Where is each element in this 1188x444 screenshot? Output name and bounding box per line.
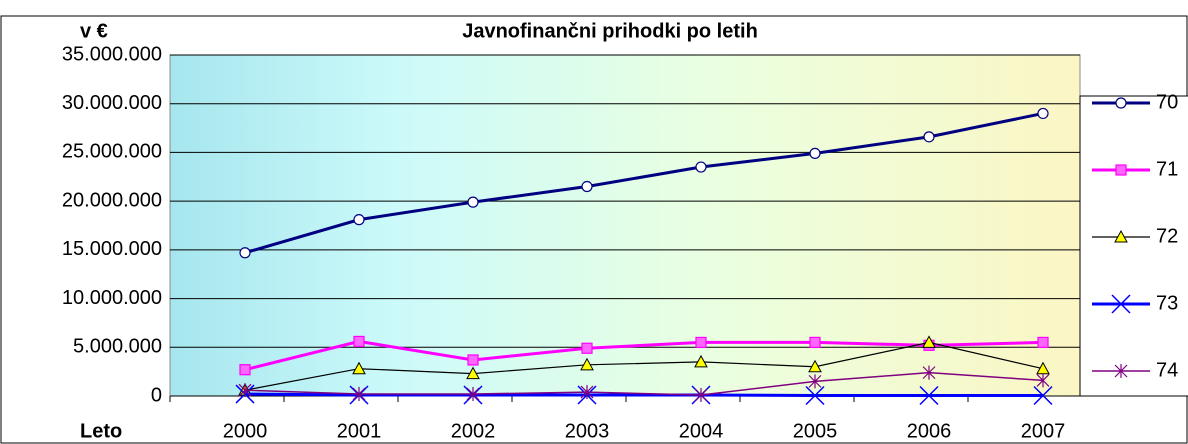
legend-label: 73 <box>1156 292 1178 314</box>
y-tick-label: 10.000.000 <box>62 287 162 309</box>
y-tick-label: 30.000.000 <box>62 92 162 114</box>
marker <box>1115 164 1127 176</box>
x-tick-label: 2002 <box>451 420 496 442</box>
marker <box>239 364 251 376</box>
x-axis-label: Leto <box>80 420 122 442</box>
marker <box>352 361 366 375</box>
x-tick-label: 2004 <box>679 420 724 442</box>
marker <box>1114 364 1128 378</box>
marker <box>580 385 594 400</box>
y-tick-label: 0 <box>151 384 162 406</box>
marker <box>1115 97 1127 109</box>
marker <box>808 359 822 373</box>
legend-label: 71 <box>1156 158 1178 180</box>
x-tick-label: 2006 <box>907 420 952 442</box>
marker <box>352 387 366 402</box>
x-tick-label: 2005 <box>793 420 838 442</box>
marker <box>1114 229 1128 243</box>
y-axis-label: v € <box>80 20 108 42</box>
chart-title: Javnofinančni prihodki po letih <box>462 20 758 42</box>
marker <box>694 354 708 368</box>
series-line <box>244 392 1043 398</box>
marker <box>581 342 593 354</box>
marker <box>1111 294 1131 314</box>
marker <box>695 336 707 349</box>
marker <box>923 131 935 143</box>
marker <box>467 354 479 366</box>
marker <box>466 387 480 402</box>
y-tick-label: 35.000.000 <box>62 43 162 65</box>
marker <box>919 385 939 406</box>
legend-label: 72 <box>1156 225 1178 247</box>
y-tick-label: 5.000.000 <box>73 336 162 358</box>
x-tick-label: 2000 <box>223 420 268 442</box>
y-tick-label: 15.000.000 <box>62 238 162 260</box>
marker <box>695 161 707 173</box>
marker <box>805 385 825 406</box>
x-tick-label: 2001 <box>337 420 382 442</box>
series-line <box>244 341 1044 391</box>
marker <box>922 365 936 380</box>
y-tick-label: 25.000.000 <box>62 141 162 163</box>
series-line <box>244 339 1044 372</box>
marker <box>809 336 821 349</box>
series-line <box>244 371 1044 396</box>
x-tick-label: 2003 <box>565 420 610 442</box>
marker <box>238 383 252 398</box>
marker <box>239 247 251 259</box>
marker <box>694 388 708 403</box>
x-tick-label: 2007 <box>1021 420 1066 442</box>
legend-label: 74 <box>1156 359 1178 381</box>
marker <box>809 147 821 160</box>
marker <box>466 366 480 380</box>
marker <box>1036 373 1050 388</box>
marker <box>1037 336 1049 349</box>
marker <box>353 214 365 226</box>
y-tick-label: 20.000.000 <box>62 189 162 211</box>
marker <box>922 335 936 348</box>
marker <box>581 180 593 193</box>
marker <box>808 374 822 389</box>
marker <box>1037 107 1049 120</box>
series-line <box>244 111 1044 255</box>
legend <box>1079 95 1188 397</box>
marker <box>467 196 479 208</box>
marker <box>353 335 365 348</box>
legend-label: 70 <box>1156 91 1178 113</box>
marker <box>1033 385 1053 406</box>
marker <box>580 357 594 371</box>
